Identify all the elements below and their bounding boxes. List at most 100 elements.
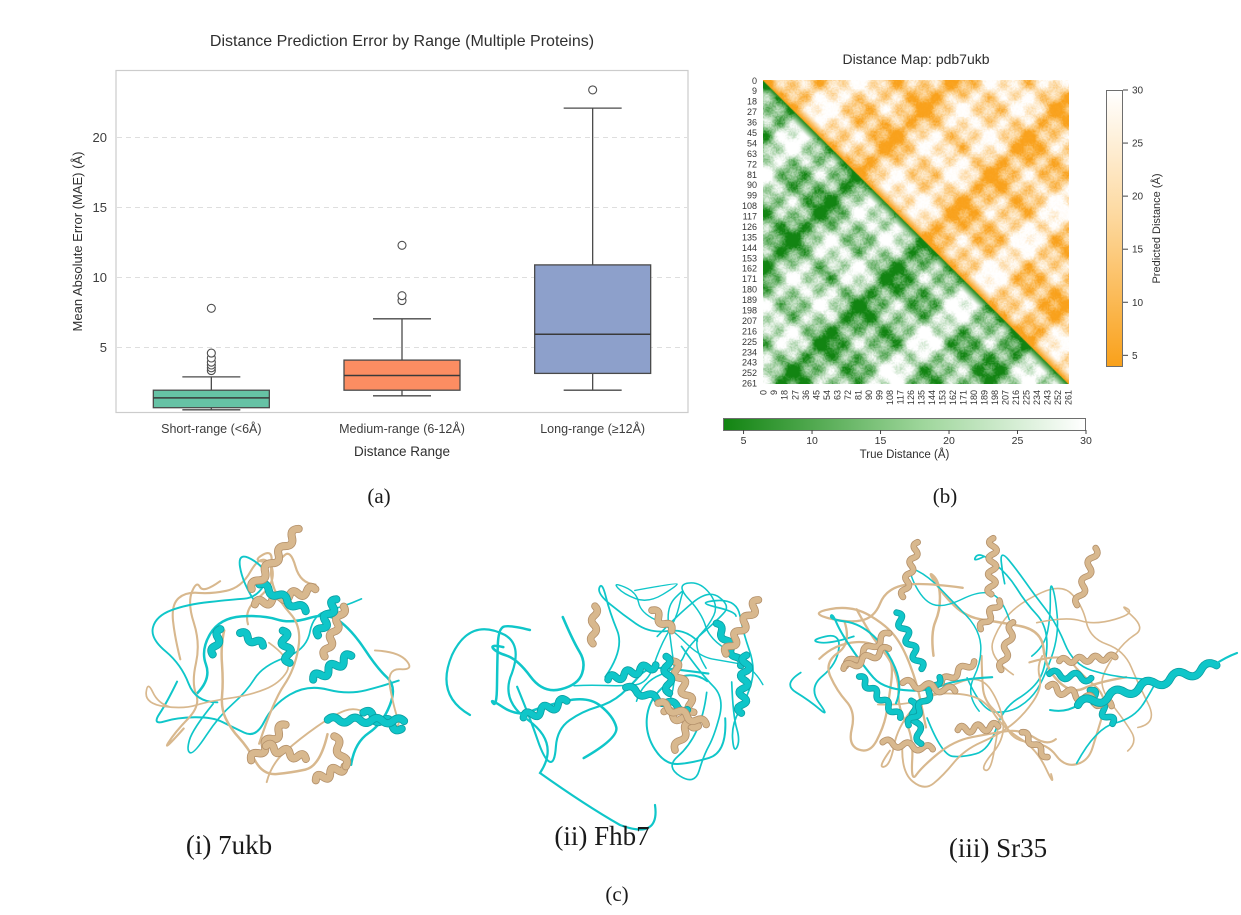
heatmap-row-tick: 216	[742, 326, 757, 336]
heatmap-row-tick: 153	[742, 253, 757, 263]
heatmap-row-tick: 189	[742, 295, 757, 305]
heatmap-row-tick: 0	[752, 76, 757, 86]
helix-ribbon	[587, 603, 601, 647]
distance-map-image	[763, 80, 1069, 384]
heatmap-col-tick: 45	[811, 390, 821, 400]
protein-ii-label: (ii) Fhb7	[554, 821, 650, 851]
heatmap-col-tick: 216	[1011, 390, 1021, 405]
heatmap-col-tick: 81	[853, 390, 863, 400]
heatmap-col-tick: 99	[874, 390, 884, 400]
heatmap-row-tick: 126	[742, 222, 757, 232]
boxplot-chart: 5 10 15 20 Distance Prediction Error by Rang…	[70, 33, 689, 459]
helix-ribbon	[900, 677, 958, 695]
helix-ribbon	[312, 763, 348, 784]
colorbar-tick-label: 10	[806, 435, 818, 447]
helix-ribbon	[1019, 729, 1051, 760]
heatmap-col-tick: 252	[1053, 390, 1063, 405]
loop-strand	[901, 655, 1044, 788]
helix-ribbon	[236, 628, 267, 649]
true-colorbar-label: True Distance (Å)	[860, 448, 950, 461]
loop-strand	[187, 598, 363, 754]
heatmap-row-tick: 117	[743, 212, 757, 222]
helix-ribbon	[996, 619, 1016, 673]
protein-i-label: (i) 7ukb	[185, 830, 273, 860]
loop-strand	[671, 645, 722, 781]
predicted-distance-colorbar	[1106, 90, 1123, 367]
colorbar-tick-label: 5	[741, 435, 747, 447]
box	[534, 264, 652, 375]
heatmap-col-tick: 234	[1032, 390, 1042, 405]
heatmap-col-tick: 72	[843, 390, 853, 400]
heatmap-col-tick: 261	[1064, 390, 1074, 405]
helix-ribbon	[841, 644, 892, 672]
heatmap-col-tick: 243	[1043, 390, 1053, 405]
heatmap-col-tick: 198	[990, 390, 1000, 405]
heatmap-row-tick: 45	[747, 128, 757, 138]
loop-strand	[980, 654, 1106, 766]
true-distance-colorbar	[723, 418, 1086, 431]
heatmap-row-tick: 171	[742, 274, 757, 284]
helix-ribbon	[856, 673, 903, 721]
loop-strand	[598, 584, 699, 678]
helix-ribbon	[605, 662, 659, 683]
heatmap-row-tick: 252	[742, 368, 757, 378]
heatmap-col-tick: 108	[885, 390, 895, 405]
heatmap-row-tick: 198	[742, 306, 757, 316]
y-tick-label: 5	[100, 340, 107, 355]
protein-sr35	[789, 534, 1239, 788]
heatmap-row-tick: 162	[742, 264, 757, 274]
helix-ribbon	[670, 658, 697, 716]
heatmap-col-tick: 63	[832, 390, 842, 400]
colorbar-tick-label: 20	[1132, 192, 1144, 203]
heatmap-row-tick: 72	[747, 159, 757, 169]
outlier-point	[397, 291, 407, 301]
x-tick-label: Long-range (≥12Å)	[540, 421, 645, 436]
helix-ribbon	[256, 580, 309, 615]
helix-ribbon	[247, 721, 289, 764]
helix-ribbon	[894, 610, 926, 672]
heatmap-col-tick: 135	[916, 390, 926, 405]
loop-strand	[681, 582, 728, 670]
helix-ribbon	[721, 596, 762, 657]
box-group	[152, 303, 270, 411]
colorbar-tick-label: 10	[1132, 298, 1144, 309]
heatmap-col-tick: 36	[801, 390, 811, 400]
colorbar-tick-label: 5	[1132, 351, 1138, 362]
boxplot-xlabel: Distance Range	[354, 444, 450, 459]
boxplot-title: Distance Prediction Error by Range (Mult…	[210, 33, 594, 50]
heatmap-row-tick: 18	[747, 97, 757, 107]
loop-strand	[155, 679, 400, 736]
loop-strand	[490, 624, 618, 760]
loop-strand	[445, 628, 657, 831]
predicted-colorbar-label: Predicted Distance (Å)	[1150, 173, 1163, 283]
colorbar-tick-label: 15	[1132, 245, 1144, 256]
heatmap-col-tick: 117	[895, 390, 905, 404]
helix-ribbon	[1046, 668, 1094, 684]
heatmap-col-tick: 0	[759, 390, 769, 395]
heatmap-row-tick: 144	[742, 243, 757, 253]
helix-ribbon	[208, 625, 224, 658]
colorbar-tick-label: 25	[1012, 435, 1024, 447]
heatmap-row-tick: 90	[747, 180, 757, 190]
colorbar-tick-label: 30	[1080, 435, 1092, 447]
heatmap-col-tick: 90	[864, 390, 874, 400]
loop-strand	[1049, 704, 1079, 712]
loop-strand	[220, 629, 329, 776]
heatmap-col-tick: 180	[969, 390, 979, 405]
heatmap-col-tick: 9	[769, 390, 779, 395]
loop-strand	[817, 582, 964, 729]
helix-ribbon	[655, 699, 710, 728]
y-tick-label: 15	[93, 200, 107, 215]
heatmap-col-tick: 207	[1000, 390, 1010, 405]
helix-ribbon	[1072, 545, 1100, 608]
helix-ribbon	[331, 733, 351, 770]
helix-ribbon	[843, 630, 892, 669]
helix-ribbon	[278, 627, 295, 667]
panel-b-caption: (b)	[932, 484, 958, 508]
box	[152, 389, 270, 409]
heatmap-row-tick: 108	[742, 201, 757, 211]
heatmap-col-tick: 162	[948, 390, 958, 405]
helix-ribbon	[955, 720, 1001, 735]
heatmap-row-tick: 225	[742, 337, 757, 347]
